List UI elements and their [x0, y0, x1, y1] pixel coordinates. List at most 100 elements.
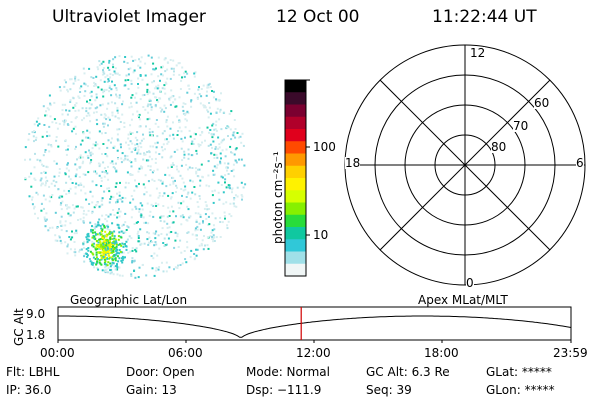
aurora-pixel [137, 240, 140, 243]
aurora-pixel [209, 129, 212, 131]
aurora-pixel [234, 194, 237, 197]
aurora-pixel [169, 77, 172, 80]
aurora-pixel [103, 88, 106, 91]
aurora-hot-pixel [95, 253, 98, 256]
aurora-pixel [111, 74, 114, 76]
aurora-pixel [204, 139, 206, 142]
aurora-pixel [84, 151, 87, 154]
aurora-pixel [64, 241, 67, 244]
aurora-pixel [199, 144, 202, 146]
aurora-pixel [183, 72, 186, 75]
polar-diagonal-2 [379, 79, 551, 251]
aurora-hot-pixel [94, 247, 97, 250]
aurora-hot-pixel [93, 237, 96, 240]
aurora-pixel [150, 203, 153, 206]
aurora-pixel [74, 163, 77, 166]
aurora-pixel [96, 201, 99, 204]
aurora-pixel [215, 166, 218, 169]
aurora-hot-pixel [116, 255, 119, 258]
aurora-pixel [161, 156, 164, 159]
aurora-pixel [148, 232, 150, 235]
aurora-pixel [46, 179, 49, 182]
observation-date: 12 Oct 00 [276, 7, 360, 27]
aurora-pixel [136, 139, 139, 142]
aurora-pixel [168, 231, 171, 234]
aurora-hot-pixel [120, 244, 123, 247]
aurora-pixel [35, 191, 38, 194]
aurora-pixel [58, 235, 61, 238]
aurora-pixel [99, 204, 102, 207]
aurora-hot-pixel [109, 236, 112, 239]
aurora-pixel [146, 93, 149, 96]
aurora-pixel [140, 213, 143, 216]
aurora-pixel [183, 156, 186, 159]
aurora-pixel [220, 184, 223, 186]
aurora-pixel [63, 189, 66, 192]
aurora-pixel [115, 162, 117, 165]
aurora-pixel [144, 153, 147, 156]
aurora-pixel [49, 102, 52, 105]
aurora-pixel [209, 86, 212, 88]
aurora-pixel [30, 185, 33, 188]
aurora-pixel [93, 266, 96, 269]
aurora-pixel [132, 198, 135, 201]
aurora-pixel [104, 171, 107, 174]
aurora-pixel [118, 128, 121, 131]
aurora-pixel [205, 94, 208, 97]
aurora-pixel [222, 191, 225, 194]
aurora-pixel [230, 110, 233, 113]
aurora-pixel [176, 115, 179, 118]
aurora-pixel [170, 155, 173, 158]
aurora-hot-pixel [107, 252, 110, 255]
aurora-pixel [42, 105, 45, 108]
aurora-pixel [134, 205, 137, 208]
aurora-pixel [78, 97, 81, 99]
aurora-pixel [163, 192, 166, 195]
aurora-pixel [110, 141, 112, 144]
aurora-pixel [131, 113, 134, 116]
aurora-pixel [194, 234, 197, 237]
aurora-pixel [207, 83, 210, 86]
aurora-pixel [198, 93, 201, 96]
aurora-pixel [95, 96, 98, 99]
aurora-pixel [79, 218, 82, 221]
aurora-pixel [142, 137, 145, 140]
aurora-pixel [123, 126, 126, 128]
aurora-pixel [176, 148, 179, 151]
aurora-pixel [131, 257, 134, 260]
aurora-pixel [166, 77, 169, 80]
aurora-pixel [134, 158, 137, 161]
aurora-pixel [88, 107, 91, 110]
aurora-hot-pixel [112, 251, 115, 254]
aurora-pixel [68, 175, 70, 178]
aurora-pixel [52, 179, 55, 182]
aurora-hot-pixel [106, 243, 109, 246]
aurora-pixel [118, 208, 120, 210]
aurora-pixel [144, 221, 147, 224]
aurora-pixel [158, 192, 161, 194]
aurora-pixel [51, 226, 54, 229]
aurora-pixel [188, 166, 191, 169]
aurora-pixel [199, 228, 202, 231]
aurora-pixel [176, 168, 179, 171]
aurora-pixel [121, 103, 124, 106]
aurora-pixel [134, 96, 136, 99]
aurora-pixel [152, 169, 155, 172]
aurora-hot-pixel [116, 223, 119, 226]
aurora-pixel [76, 205, 79, 208]
aurora-pixel [64, 139, 67, 142]
aurora-pixel [48, 134, 51, 137]
aurora-hot-pixel [114, 257, 117, 260]
status-filter: Flt: LBHL [6, 365, 60, 379]
aurora-pixel [86, 85, 89, 88]
aurora-hot-pixel [95, 243, 98, 246]
aurora-pixel [103, 116, 106, 119]
aurora-pixel [96, 123, 99, 126]
aurora-pixel [193, 75, 196, 78]
aurora-pixel [78, 166, 81, 169]
aurora-pixel [236, 132, 239, 134]
aurora-hot-pixel [110, 231, 113, 234]
aurora-pixel [184, 103, 187, 105]
aurora-pixel [89, 151, 92, 154]
aurora-pixel [118, 274, 121, 277]
